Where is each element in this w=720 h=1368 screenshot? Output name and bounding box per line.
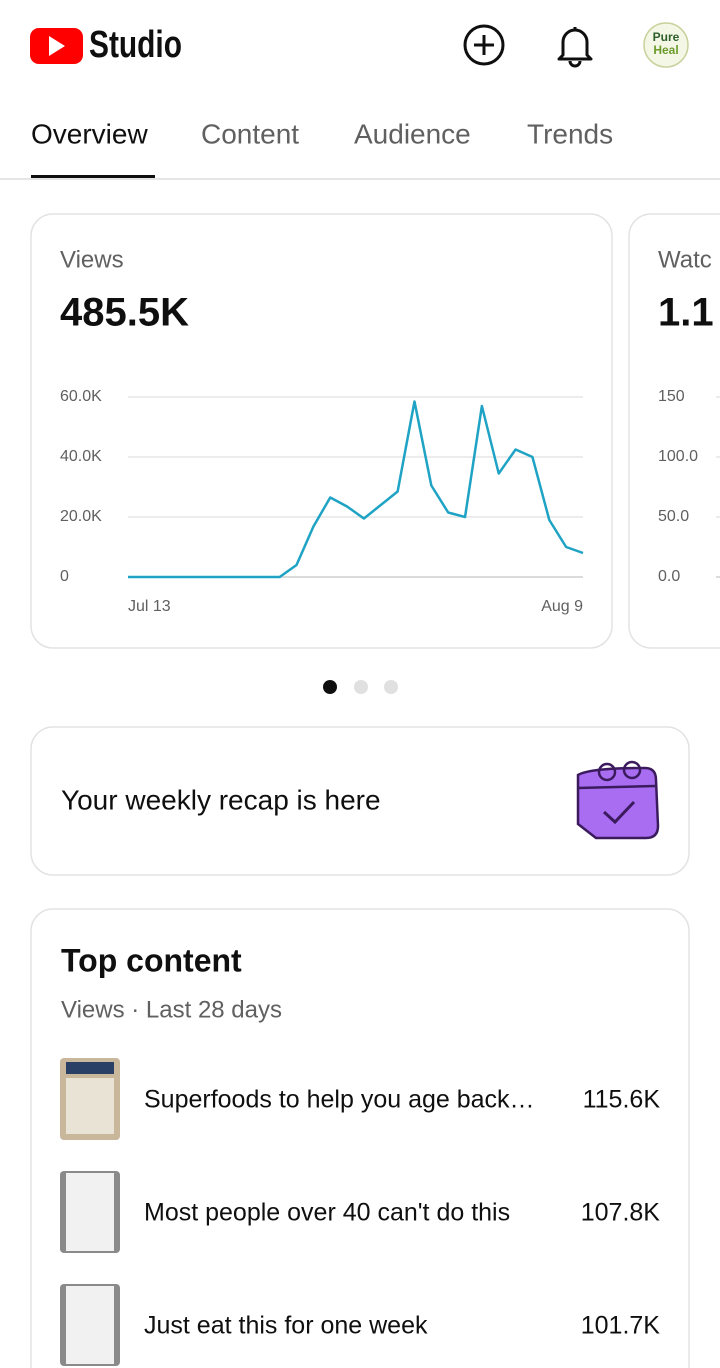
y-tick-label: 0.0 — [658, 568, 680, 585]
metric-label: Watc — [658, 246, 712, 273]
pager-dot[interactable] — [354, 680, 368, 694]
data-line — [128, 400, 584, 579]
notifications-button[interactable] — [557, 27, 593, 68]
tab-divider — [0, 178, 720, 180]
content-title: Just eat this for one week — [144, 1312, 428, 1340]
y-tick-label: 100.0 — [658, 448, 698, 465]
tab[interactable]: Content — [201, 118, 299, 149]
content-title: Most people over 40 can't do this — [144, 1199, 510, 1227]
content-views: 115.6K — [583, 1086, 661, 1114]
watch-chart: 0.0 50.0 100.0 150 — [658, 388, 720, 585]
tab[interactable]: Overview — [31, 118, 148, 149]
tab[interactable]: Trends — [527, 118, 613, 149]
content-views: 107.8K — [581, 1199, 661, 1227]
metric-value: 485.5K — [60, 291, 189, 335]
x-tick-label: Aug 9 — [541, 598, 583, 615]
bell-icon — [557, 28, 593, 61]
app-logo[interactable]: Studio — [30, 24, 182, 66]
calendar-line — [577, 784, 656, 790]
content-row[interactable]: Just eat this for one week 101.7K — [60, 1284, 660, 1366]
create-icon — [463, 24, 505, 66]
watch-card[interactable] — [628, 213, 720, 649]
top-content-card — [30, 908, 690, 1368]
views-chart: 0 20.0K 40.0K 60.0K Jul 13 Aug 9 — [60, 388, 584, 615]
calendar-ring — [597, 762, 617, 782]
y-tick-label: 20.0K — [60, 508, 102, 525]
logo-play — [49, 36, 65, 56]
avatar[interactable]: Pure Heal — [643, 22, 689, 68]
recap-text: Your weekly recap is here — [61, 784, 381, 815]
tab-indicator — [31, 175, 155, 179]
section-subtitle: Views · Last 28 days — [61, 996, 282, 1023]
thumbnail-body — [66, 1078, 114, 1134]
calendar-check — [602, 800, 636, 825]
section-title: Top content — [61, 942, 242, 978]
y-tick-label: 50.0 — [658, 508, 689, 525]
thumbnail-body — [66, 1286, 114, 1364]
app-name: Studio — [89, 24, 182, 66]
thumbnail-banner — [66, 1062, 114, 1074]
avatar-text: Heal — [653, 43, 678, 57]
pager-dot[interactable] — [323, 680, 337, 694]
calendar-ring — [622, 760, 642, 780]
y-tick-label: 40.0K — [60, 448, 102, 465]
pager-dot[interactable] — [384, 680, 398, 694]
metric-value: 1.1 — [658, 291, 714, 335]
views-card[interactable] — [30, 213, 613, 649]
x-tick-label: Jul 13 — [128, 598, 171, 615]
metric-label: Views — [60, 246, 124, 273]
thumbnail-body — [66, 1173, 114, 1251]
create-button[interactable] — [463, 24, 505, 66]
calendar-body — [576, 766, 660, 840]
content-views: 101.7K — [581, 1312, 661, 1340]
y-tick-label: 0 — [60, 568, 69, 585]
content-title: Superfoods to help you age back… — [144, 1086, 535, 1114]
content-row[interactable]: Superfoods to help you age back… 115.6K — [60, 1058, 660, 1140]
avatar-circle — [643, 22, 689, 68]
create-plus — [474, 35, 494, 55]
bell-clapper — [568, 60, 582, 68]
avatar-text: Pure — [653, 30, 680, 44]
recap-card[interactable] — [30, 726, 690, 876]
y-tick-label: 60.0K — [60, 388, 102, 405]
y-tick-label: 150 — [658, 388, 685, 405]
content-row[interactable]: Most people over 40 can't do this 107.8K — [60, 1171, 660, 1253]
recap-icon — [576, 760, 660, 840]
tab[interactable]: Audience — [354, 118, 471, 149]
